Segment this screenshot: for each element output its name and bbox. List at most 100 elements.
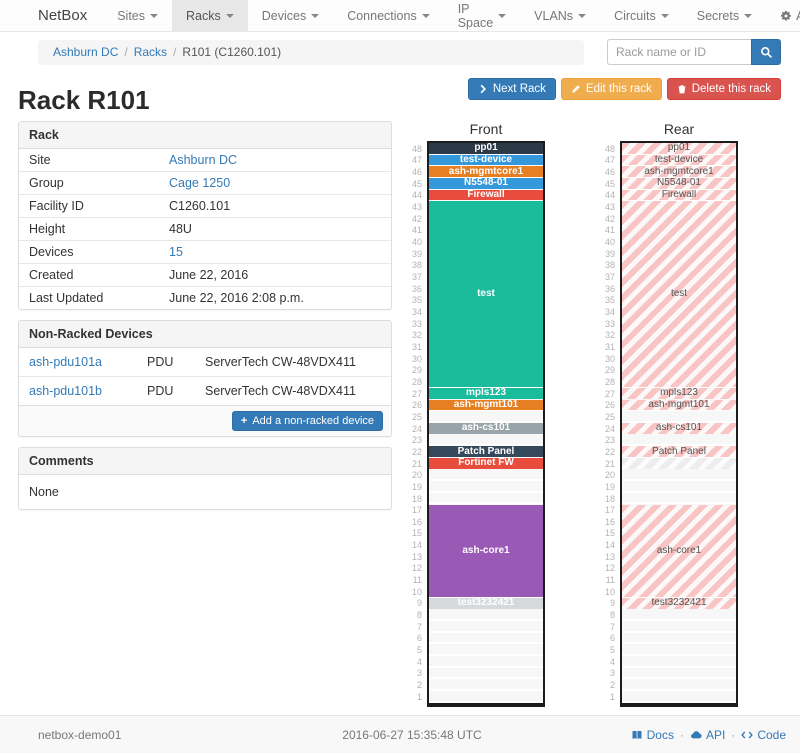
nav-item-ip-space[interactable]: IP Space [444,0,520,31]
unit-number-label: 2 [416,680,422,691]
breadcrumb-item-ashburn-dc[interactable]: Ashburn DC [53,45,119,59]
rack-device-mpls123[interactable]: mpls123 [429,388,543,399]
rack-device-test3232421[interactable]: test3232421 [622,598,736,609]
rack-device-test-device[interactable]: test-device [622,154,736,166]
rack-device-ash-mgmt101[interactable]: ash-mgmt101 [622,399,736,411]
rack-unit-slot [429,679,543,691]
app-brand[interactable]: NetBox [38,7,88,24]
unit-number-label: 15 [604,528,615,539]
device-role: PDU [137,376,195,405]
rack-device-firewall[interactable]: Firewall [622,189,736,201]
unit-number-label: 28 [411,376,422,387]
rack-device-fortinet-fw[interactable]: Fortinet FW [429,458,543,469]
rack-device-label: ash-core1 [462,544,510,556]
delete-rack-button[interactable]: Delete this rack [666,78,781,100]
rack-device-ash-cs101[interactable]: ash-cs101 [429,423,543,434]
unit-number-label: 1 [416,691,422,702]
rack-device-test-device[interactable]: test-device [429,154,543,166]
unit-number-label: 30 [411,353,422,364]
rack-device-n5548-01[interactable]: N5548-01 [622,178,736,189]
nav-item-label: Secrets [696,8,740,23]
field-value[interactable]: Ashburn DC [169,153,238,167]
non-racked-row-ash-pdu101b: ash-pdu101b PDU ServerTech CW-48VDX411 [19,376,391,405]
rack-device-ash-mgmt101[interactable]: ash-mgmt101 [429,399,543,411]
rack-actions: Next Rack Edit this rack Delete this rac… [467,78,781,100]
rack-device-test[interactable]: test [429,201,543,387]
nav-item-devices[interactable]: Devices [248,0,333,31]
nav-item-circuits[interactable]: Circuits [600,0,683,31]
page-title: Rack R101 [18,85,150,115]
nav-item-secrets[interactable]: Secrets [683,0,766,31]
rack-device-pp01[interactable]: pp01 [622,143,736,154]
chevron-down-icon [150,13,158,18]
rack-device-patch-panel[interactable]: Patch Panel [429,446,543,457]
nav-item-vlans[interactable]: VLANs [520,0,600,31]
unit-number-label: 44 [604,190,615,201]
rack-info-row-group: Group Cage 1250 [19,171,391,195]
edit-rack-button[interactable]: Edit this rack [560,78,662,100]
rack-device-label: test-device [459,154,513,165]
unit-number-label: 37 [604,272,615,283]
rack-device-label: N5548-01 [464,178,508,189]
unit-number-label: 5 [609,645,615,656]
rack-unit-slot [622,609,736,621]
rack-device-label: test3232421 [457,598,515,609]
rack-device-n5548-01[interactable]: N5548-01 [429,178,543,189]
rack-device-pp01[interactable]: pp01 [429,143,543,154]
rack-device-test3232421[interactable]: test3232421 [429,598,543,609]
unit-number-label: 38 [411,260,422,271]
unit-number-label: 19 [604,481,615,492]
rack-elevations: Front 48 47 46 45 44 43 42 41 40 39 38 37 36 35 34 33 32… [405,121,738,707]
rack-device-patch-panel[interactable]: Patch Panel [622,446,736,457]
add-non-racked-device-button[interactable]: + Add a non-racked device [231,411,383,431]
unit-number-label: 8 [416,610,422,621]
rack-device-label: pp01 [667,143,691,154]
footer-timestamp: 2016-06-27 15:35:48 UTC [342,727,482,742]
nav-item-racks[interactable]: Racks [172,0,248,31]
non-racked-heading: Non-Racked Devices [19,321,391,348]
rack-device-test[interactable]: test [622,201,736,387]
rack-unit-slot [622,620,736,633]
unit-number-label: 22 [604,446,615,457]
unit-number-label: 4 [416,656,422,667]
nav-item-label: Racks [186,8,221,23]
front-unit-numbers: 48 47 46 45 44 43 42 41 40 39 38 37 36 35 34 33 32 31 30 29… [405,141,427,707]
unit-number-label: 47 [411,155,422,166]
unit-number-label: 13 [411,551,422,562]
book-icon [631,729,643,741]
nav-item-admin[interactable]: Admin [766,0,800,31]
rack-device-ash-mgmtcore1[interactable]: ash-mgmtcore1 [429,166,543,177]
field-value[interactable]: Cage 1250 [169,176,231,190]
rack-device-label: test3232421 [651,598,707,609]
footer-link-docs[interactable]: Docs [646,727,674,742]
rack-info-row-facility-id: Facility ID C1260.101 [19,194,391,218]
unit-number-label: 44 [411,190,422,201]
unit-number-label: 1 [609,691,615,702]
nav-item-label: IP Space [457,1,494,30]
next-rack-button[interactable]: Next Rack [467,78,556,100]
unit-number-label: 14 [604,540,615,551]
rack-device-firewall[interactable]: Firewall [429,189,543,201]
device-link[interactable]: ash-pdu101b [29,384,102,398]
rack-device-mpls123[interactable]: mpls123 [622,388,736,399]
rack-device-unlabeled[interactable] [622,458,736,469]
rack-device-ash-core1[interactable]: ash-core1 [429,504,543,597]
front-elevation-title: Front [469,121,503,137]
unit-number-label: 10 [604,586,615,597]
search-button[interactable] [751,39,781,65]
breadcrumb-item-racks[interactable]: Racks [133,45,168,59]
rack-device-ash-mgmtcore1[interactable]: ash-mgmtcore1 [622,166,736,177]
footer-links: Docs · API · Code [566,728,786,742]
search-input[interactable] [607,39,751,65]
nav-item-connections[interactable]: Connections [333,0,444,31]
field-value[interactable]: 15 [169,245,183,259]
unit-number-label: 6 [416,633,422,644]
rack-device-ash-cs101[interactable]: ash-cs101 [622,423,736,434]
rack-device-ash-core1[interactable]: ash-core1 [622,504,736,597]
footer-link-code[interactable]: Code [757,727,786,742]
field-value: 48U [169,222,192,236]
device-link[interactable]: ash-pdu101a [29,355,102,369]
footer-link-api[interactable]: API [705,727,726,742]
unit-number-label: 3 [416,668,422,679]
nav-item-sites[interactable]: Sites [103,0,172,31]
